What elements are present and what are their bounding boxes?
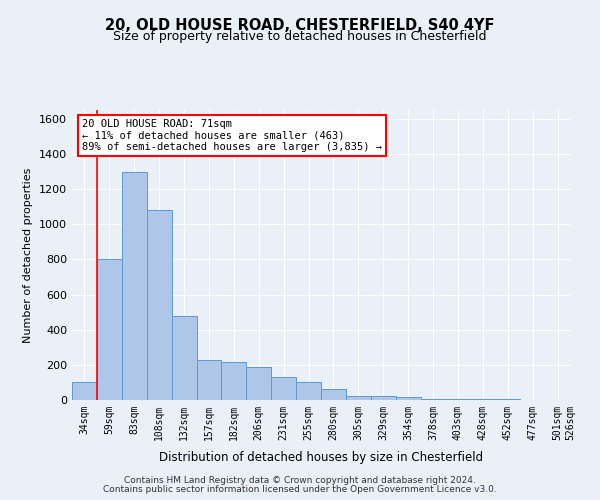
Bar [346,396,371,400]
Bar [396,397,421,400]
Bar [421,399,445,400]
Bar [97,260,122,400]
Bar [221,362,247,400]
Bar [371,396,396,400]
Text: 20 OLD HOUSE ROAD: 71sqm
← 11% of detached houses are smaller (463)
89% of semi-: 20 OLD HOUSE ROAD: 71sqm ← 11% of detach… [82,118,382,152]
Bar [72,382,97,400]
Bar [247,366,271,400]
Bar [445,399,470,400]
Text: Contains public sector information licensed under the Open Government Licence v3: Contains public sector information licen… [103,485,497,494]
Text: Size of property relative to detached houses in Chesterfield: Size of property relative to detached ho… [113,30,487,43]
Bar [296,382,321,400]
Bar [197,360,221,400]
Bar [147,210,172,400]
X-axis label: Distribution of detached houses by size in Chesterfield: Distribution of detached houses by size … [159,451,483,464]
Bar [271,377,296,400]
Y-axis label: Number of detached properties: Number of detached properties [23,168,34,342]
Bar [172,316,197,400]
Bar [122,172,147,400]
Bar [321,390,346,400]
Text: Contains HM Land Registry data © Crown copyright and database right 2024.: Contains HM Land Registry data © Crown c… [124,476,476,485]
Text: 20, OLD HOUSE ROAD, CHESTERFIELD, S40 4YF: 20, OLD HOUSE ROAD, CHESTERFIELD, S40 4Y… [105,18,495,32]
